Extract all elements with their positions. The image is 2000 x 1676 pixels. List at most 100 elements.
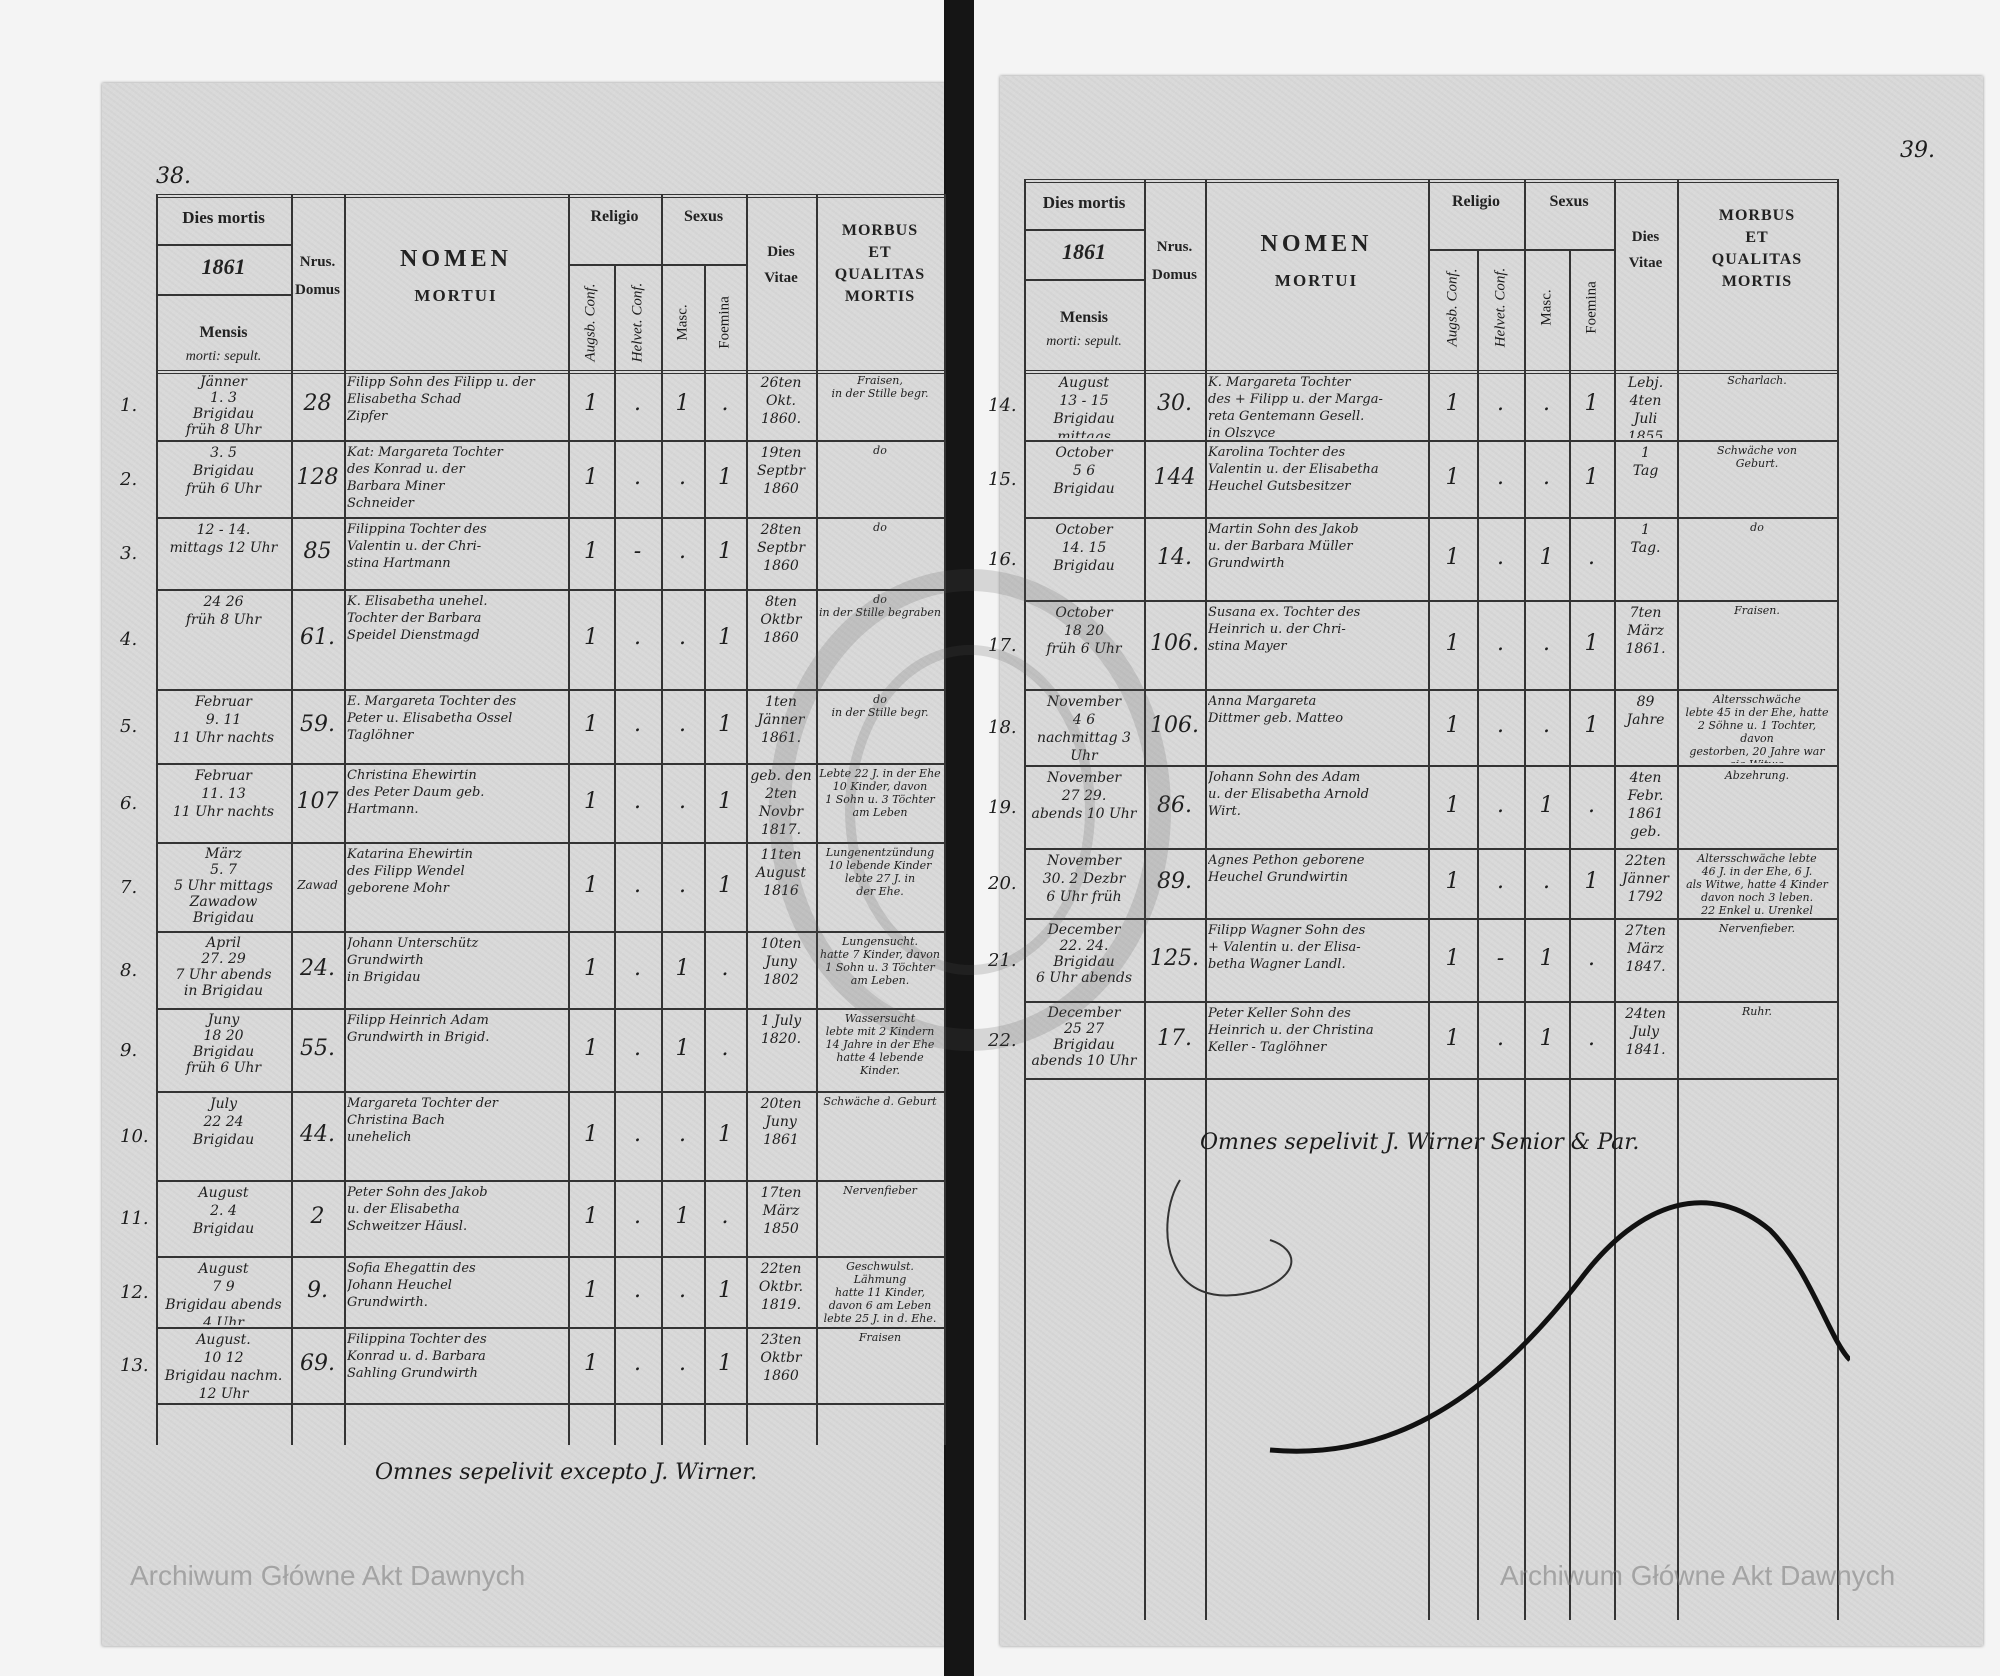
cell-helv: .	[1497, 869, 1504, 894]
cell-aug: 1	[584, 1036, 598, 1061]
cell-dies: July 22 24 Brigidau	[192, 1096, 255, 1148]
cell-aug: 1	[584, 956, 598, 981]
cell-nrus: 106.	[1150, 713, 1199, 738]
religio-rule	[568, 264, 746, 266]
masc-label: Masc.	[1538, 289, 1554, 326]
cell-nrus: 9.	[307, 1278, 328, 1303]
cell-dies: October 5 6 Brigidau	[1053, 445, 1115, 497]
cell-aug: 1	[584, 1122, 598, 1147]
row-rule	[156, 517, 944, 519]
helvet-conf-label: Helvet. Conf.	[629, 282, 645, 363]
cell-foem: .	[721, 391, 729, 416]
cell-nrus: 55.	[300, 1036, 335, 1061]
cell-morbus: Wassersucht lebte mit 2 Kindern 14 Jahre…	[825, 1012, 935, 1077]
cell-nomen: Katarina Ehewirtin des Filipp Wendel geb…	[347, 847, 473, 896]
row-number: 21.	[988, 949, 1017, 971]
row-number: 16.	[988, 548, 1017, 570]
cell-helv: .	[1497, 1026, 1504, 1051]
cell-nrus: 107.	[296, 789, 339, 814]
mortui-label: MORTUI	[414, 286, 498, 305]
cell-masc: .	[1543, 465, 1550, 490]
cell-foem: 1	[718, 1351, 732, 1376]
cell-foem: 1	[718, 712, 732, 737]
cell-aug: 1	[584, 1278, 598, 1303]
subcolumn-rule	[704, 264, 706, 1445]
augsb-conf-label: Augsb. Conf.	[1444, 268, 1460, 347]
row-rule	[1024, 517, 1837, 519]
archive-seal-watermark	[769, 569, 1171, 1051]
cell-vitae: 28ten Septbr 1860	[756, 522, 806, 574]
cell-vitae: 1 July 1820.	[760, 1013, 802, 1047]
cell-helv: .	[634, 873, 641, 898]
cell-dies: August 13 - 15 Brigidau mittags	[1053, 375, 1115, 438]
cell-nrus: 128.	[296, 465, 339, 490]
cell-foem: .	[721, 1204, 729, 1229]
cell-helv: .	[634, 789, 641, 814]
cell-dies: 3. 5 Brigidau früh 6 Uhr	[185, 445, 262, 497]
cell-nomen: Filippina Tochter des Valentin u. der Ch…	[347, 522, 487, 571]
row-number: 18.	[988, 717, 1017, 738]
cell-nomen: Filipp Heinrich Adam Grundwirth in Brigi…	[347, 1013, 490, 1045]
row-rule	[156, 440, 944, 442]
cell-nomen: Margareta Tochter der Christina Bach une…	[347, 1096, 498, 1145]
morbus-label-et: ET	[1745, 229, 1769, 246]
cell-morbus: do	[873, 444, 887, 457]
cell-nomen: Susana ex. Tochter des Heinrich u. der C…	[1208, 605, 1361, 654]
row-number: 4.	[120, 629, 138, 650]
cell-nomen: Johann Unterschütz Grundwirth in Brigida…	[347, 936, 479, 985]
column-rule	[1205, 179, 1207, 1620]
cell-masc: 1	[1539, 793, 1554, 818]
left-page-number: 38.	[156, 164, 191, 189]
cell-morbus: Scharlach.	[1727, 374, 1787, 387]
year-rule	[156, 244, 291, 246]
row-rule	[156, 1180, 944, 1182]
row-rule	[156, 1008, 944, 1010]
mensis-sub-label: morti: sepult.	[1046, 334, 1122, 349]
cell-morbus: Lungenentzündung 10 lebende Kinder lebte…	[825, 846, 935, 898]
column-rule	[1837, 179, 1839, 1620]
column-rule	[1428, 179, 1430, 1620]
cell-helv: .	[1497, 465, 1504, 490]
cell-helv: .	[634, 1122, 641, 1147]
cell-nrus: 69.	[300, 1351, 335, 1376]
vitae-label: Vitae	[1628, 255, 1663, 271]
year-label: 1861	[1062, 239, 1106, 264]
column-rule	[568, 194, 570, 1445]
foemina-label: Foemina	[716, 296, 733, 349]
religio-label: Religio	[1452, 193, 1500, 210]
right-page	[1000, 76, 1983, 1646]
cell-masc: 1	[675, 1036, 690, 1061]
row-rule	[1024, 1001, 1837, 1003]
row-number: 11.	[120, 1208, 149, 1229]
cell-nrus: 86.	[1157, 793, 1192, 818]
cell-masc: .	[679, 789, 686, 814]
row-number: 5.	[120, 716, 138, 737]
morbus-label-mortis: MORTIS	[1721, 273, 1793, 290]
cell-dies: Februar 11. 13 11 Uhr nachts	[172, 768, 275, 820]
cell-masc: 1	[675, 956, 690, 981]
cell-morbus: Fraisen	[858, 1331, 902, 1344]
cell-foem: 1	[718, 539, 732, 564]
cell-masc: .	[1543, 713, 1550, 738]
cell-dies: October 18 20 früh 6 Uhr	[1046, 605, 1122, 657]
cell-nrus: 59.	[300, 712, 335, 737]
archive-watermark: Archiwum Główne Akt Dawnych	[1500, 1560, 1896, 1591]
cell-foem: 1	[718, 873, 732, 898]
cell-helv: .	[1497, 713, 1504, 738]
cell-nomen: Kat: Margareta Tochter des Konrad u. der…	[347, 445, 503, 511]
cell-foem: 1	[718, 465, 732, 490]
religio-rule	[1428, 249, 1614, 251]
religio-label: Religio	[590, 208, 639, 225]
left-footer-note: Omnes sepelivit excepto J. Wirner.	[375, 1460, 758, 1485]
row-number: 6.	[120, 792, 138, 814]
cell-dies: März 5. 7 5 Uhr mittags Zawadow Brigidau	[174, 846, 273, 926]
right-page-number: 39.	[1900, 138, 1935, 163]
cell-vitae: 4ten Febr. 1861 geb.	[1627, 770, 1664, 840]
row-rule	[1024, 440, 1837, 442]
cell-vitae: geb. den 2ten Novbr 1817.	[750, 768, 812, 838]
row-rule	[156, 763, 944, 765]
row-rule	[1024, 765, 1837, 767]
cell-nomen: Agnes Pethon geborene Heuchel Grundwirti…	[1208, 853, 1365, 885]
augsb-conf-label: Augsb. Conf.	[582, 283, 599, 362]
morbus-label-et: ET	[868, 244, 892, 261]
